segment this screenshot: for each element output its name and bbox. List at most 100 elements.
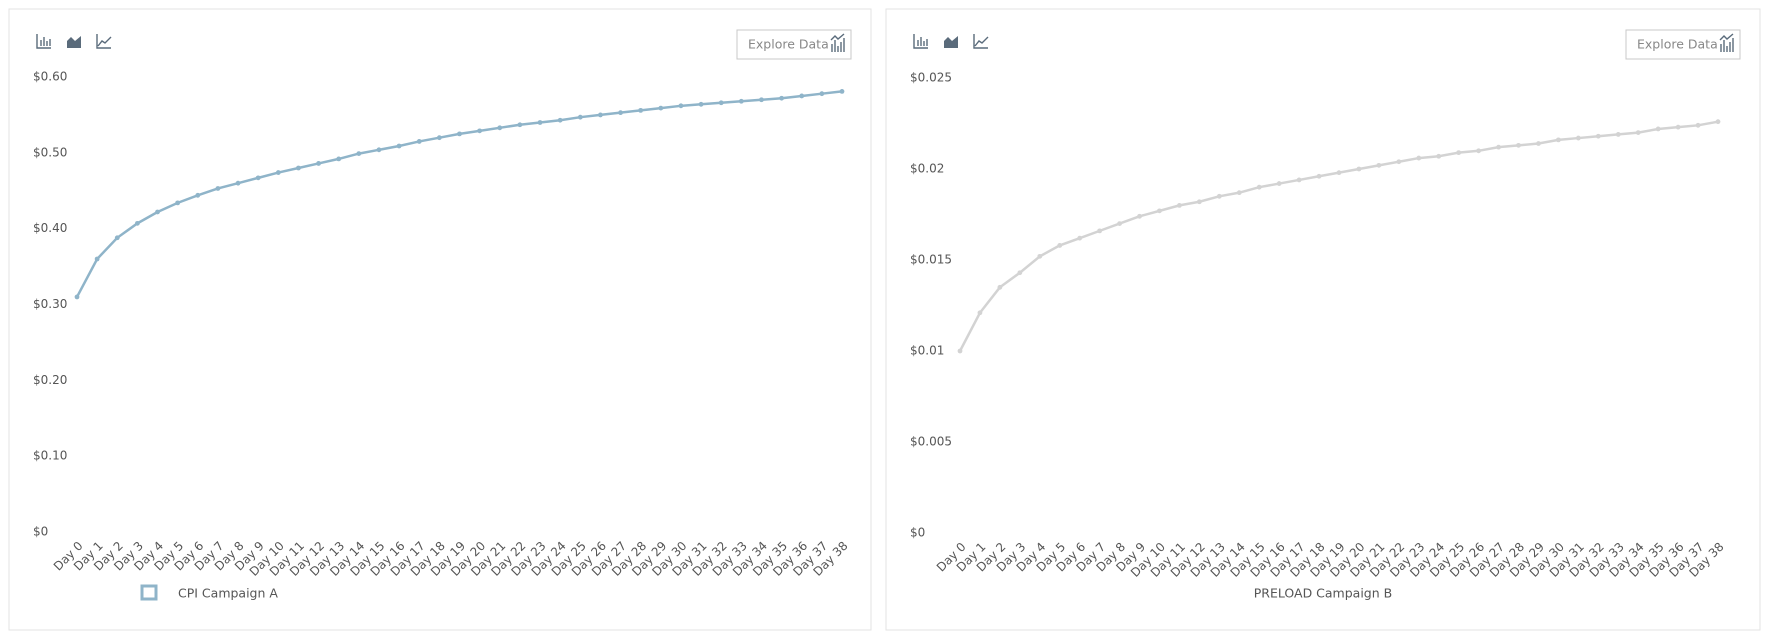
y-tick-label: $0	[33, 525, 48, 539]
explore-data-button[interactable]: Explore Data	[736, 29, 852, 60]
line-chart-icon[interactable]	[96, 34, 112, 49]
chart-type-toolbar	[36, 34, 112, 49]
data-point	[316, 161, 321, 166]
data-point	[957, 348, 963, 354]
data-point	[1336, 170, 1342, 176]
data-point	[1456, 150, 1462, 156]
data-point	[1017, 270, 1023, 276]
y-tick-label: $0.60	[33, 70, 67, 84]
data-point	[1595, 133, 1601, 139]
explore-data-button[interactable]: Explore Data	[1625, 29, 1741, 60]
bar-chart-icon[interactable]	[913, 34, 928, 49]
data-point	[1296, 177, 1302, 183]
data-point	[134, 220, 140, 226]
explore-icon	[1719, 33, 1734, 52]
area-chart-icon[interactable]	[944, 36, 958, 48]
y-tick-label: $0.10	[33, 449, 67, 463]
chart-panel: Explore Data $0 $0.005 $0.01 $0.015 $0.02 $0.0…	[885, 8, 1761, 631]
data-point	[336, 156, 342, 162]
icon-glyph	[944, 36, 958, 48]
data-point	[1436, 153, 1442, 159]
legend-marker	[140, 584, 158, 601]
data-point	[1276, 181, 1282, 186]
data-point	[557, 117, 563, 123]
data-point	[1536, 141, 1541, 146]
data-point	[598, 112, 603, 118]
data-point	[1615, 132, 1621, 137]
data-point	[376, 147, 382, 153]
data-point	[1037, 253, 1043, 259]
y-tick-label: $0.50	[33, 145, 67, 159]
data-point	[1057, 243, 1063, 248]
area-chart-icon[interactable]	[67, 36, 81, 48]
data-point	[1137, 213, 1142, 219]
icon-glyph	[36, 34, 51, 49]
data-point	[1516, 142, 1521, 148]
data-point	[275, 170, 281, 175]
data-point	[74, 294, 80, 300]
data-point	[1216, 193, 1222, 199]
panel-frame	[885, 8, 1761, 631]
data-point	[1077, 235, 1083, 241]
y-tick-label: $0.02	[910, 162, 944, 176]
data-point	[477, 128, 483, 134]
data-point	[997, 284, 1003, 290]
data-point	[779, 95, 785, 101]
y-tick-label: $0.005	[910, 435, 952, 449]
data-point	[1097, 228, 1103, 234]
data-point	[658, 105, 664, 111]
y-tick-label: $0.015	[910, 253, 952, 267]
data-point	[618, 110, 623, 116]
data-point	[1556, 137, 1561, 143]
data-point	[1476, 148, 1482, 154]
icon-glyph	[973, 34, 989, 49]
chart-panel: Explore Data $0 $0.10 $0.20 $0.30 $0.40 $0.50 $…	[8, 8, 872, 631]
line-chart-icon[interactable]	[973, 34, 989, 49]
legend-label: CPI Campaign A	[178, 586, 278, 601]
data-point	[1655, 126, 1661, 132]
data-point	[759, 97, 764, 103]
y-tick-label: $0.30	[33, 297, 67, 311]
data-point	[738, 98, 744, 104]
y-tick-label: $0.40	[33, 221, 67, 235]
data-point	[235, 180, 241, 186]
data-point	[1157, 208, 1162, 214]
data-point	[1196, 199, 1202, 205]
data-point	[638, 107, 644, 113]
data-point	[94, 256, 100, 262]
data-point	[175, 200, 181, 206]
data-point	[537, 120, 543, 125]
data-point	[1575, 135, 1581, 141]
icon-glyph	[67, 36, 81, 48]
icon-glyph	[96, 34, 112, 49]
data-point	[296, 165, 301, 171]
data-point	[1715, 119, 1721, 125]
data-point	[839, 89, 845, 94]
y-tick-label: $0.20	[33, 373, 67, 387]
data-point	[1635, 130, 1641, 136]
bar-chart-icon[interactable]	[36, 34, 51, 49]
data-point	[1356, 166, 1362, 172]
data-point	[1117, 221, 1122, 227]
data-point	[457, 131, 462, 137]
chart-type-toolbar	[913, 34, 989, 49]
data-point	[215, 186, 221, 191]
data-point	[1675, 124, 1681, 130]
panel-frame	[8, 8, 872, 631]
data-point	[678, 103, 684, 109]
data-point	[517, 122, 523, 128]
button-label: Explore Data	[1637, 37, 1718, 52]
data-point	[155, 209, 160, 215]
button-label: Explore Data	[748, 37, 829, 52]
icon-glyph	[913, 34, 928, 49]
data-point	[1376, 162, 1382, 168]
explore-icon	[830, 33, 845, 52]
data-point	[1695, 122, 1701, 128]
data-point	[195, 192, 201, 198]
data-point	[698, 101, 704, 107]
data-point	[436, 135, 442, 141]
data-point	[1496, 144, 1501, 150]
data-point	[577, 114, 583, 120]
